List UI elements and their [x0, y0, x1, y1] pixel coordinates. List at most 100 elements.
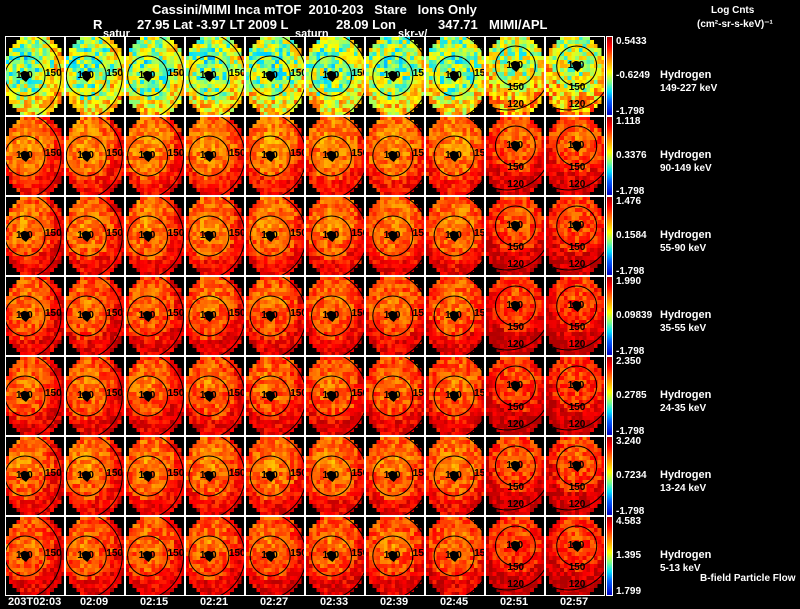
heatmap-cell: 180 150 120 [485, 436, 545, 516]
time-tick-label: 02:51 [500, 596, 529, 608]
heatmap-cell: 180 150 [125, 516, 185, 596]
contour-overlay: 180 150 [188, 436, 245, 516]
heatmap-pixels [5, 116, 65, 196]
pole-marker [142, 391, 153, 402]
pole-marker [81, 231, 92, 242]
contour-label-180: 180 [261, 470, 278, 481]
pole-marker [449, 311, 460, 322]
heatmap-cell: 180 150 120 [545, 516, 605, 596]
contour-overlay: 180 150 [5, 436, 62, 516]
contour-overlay: 180 150 120 [545, 276, 605, 351]
contour-180 [311, 375, 352, 417]
contour-label-180: 180 [445, 390, 462, 401]
contour-overlay: 180 150 [305, 276, 365, 356]
contour-label-120: 120 [507, 339, 524, 350]
contour-label-180: 180 [568, 220, 585, 231]
contour-label-180: 180 [77, 310, 94, 321]
contour-150 [156, 516, 185, 596]
heatmap-pixels [65, 196, 125, 276]
contour-overlay: 180 150 [65, 276, 123, 356]
contour-label-180: 180 [384, 310, 401, 321]
colorbar [606, 36, 613, 116]
contour-label-180: 180 [200, 150, 217, 161]
contour-overlay: 180 150 120 [545, 356, 605, 431]
bfield-legend: B-field Particle Flow [700, 573, 796, 584]
contour-180 [65, 455, 107, 497]
contour-180 [556, 45, 598, 87]
contour-150 [545, 196, 605, 271]
contour-label-150: 150 [168, 228, 185, 239]
colorbar [606, 516, 613, 596]
species-label: Hydrogen [660, 149, 712, 161]
contour-label-150: 150 [290, 228, 305, 239]
contour-label-150: 150 [413, 388, 425, 399]
contour-label-150: 150 [168, 388, 185, 399]
contour-150 [95, 36, 123, 116]
contour-label-150: 150 [290, 388, 305, 399]
contour-180 [494, 205, 536, 247]
contour-label-150: 150 [413, 68, 425, 79]
heatmap-pixels [185, 516, 245, 596]
colorbar-mid-label: -0.6249 [616, 70, 650, 81]
contour-150 [545, 436, 605, 511]
heatmap-cell: 180 150 120 [485, 196, 545, 276]
contour-label-150: 150 [474, 228, 485, 239]
contour-label-120: 120 [569, 339, 586, 350]
contour-180 [249, 535, 291, 577]
contour-label-180: 180 [384, 230, 401, 241]
pole-marker [571, 141, 582, 152]
heatmap-cell: 180 150 [425, 436, 485, 516]
pole-marker [326, 471, 337, 482]
contour-label-180: 180 [384, 70, 401, 81]
contour-label-180: 180 [568, 460, 585, 471]
contour-label-180: 180 [506, 460, 523, 471]
heatmap-cell: 180 150 [125, 356, 185, 436]
contour-overlay: 180 150 [127, 196, 185, 276]
heatmap-pixels [545, 516, 605, 596]
contour-180 [556, 285, 598, 327]
contour-label-150: 150 [507, 402, 524, 413]
contour-180 [372, 215, 414, 257]
contour-180 [127, 215, 169, 257]
contour-overlay: 180 150 [425, 36, 485, 116]
contour-overlay: 180 150 [5, 116, 62, 196]
heatmap-cell: 180 150 [305, 516, 365, 596]
contour-label-150: 150 [352, 468, 366, 479]
contour-label-180: 180 [568, 140, 585, 151]
pole-marker [326, 231, 337, 242]
colorbar-max-label: 1.118 [616, 116, 641, 127]
contour-label-180: 180 [568, 380, 585, 391]
heatmap-pixels [5, 356, 65, 436]
heatmap-pixels [5, 436, 65, 516]
contour-180 [494, 45, 536, 87]
contour-overlay: 180 150 120 [485, 436, 545, 511]
contour-label-180: 180 [16, 470, 33, 481]
contour-label-150: 150 [507, 162, 524, 173]
contour-180 [5, 135, 46, 177]
contour-overlay: 180 150 [365, 196, 425, 276]
contour-150 [34, 356, 62, 436]
pole-marker [81, 71, 92, 82]
contour-150 [34, 436, 62, 516]
contour-label-150: 150 [507, 482, 524, 493]
energy-range-label: 24-35 keV [660, 403, 707, 414]
contour-150 [485, 276, 545, 351]
species-label: Hydrogen [660, 549, 712, 561]
contour-overlay: 180 150 [188, 516, 245, 596]
heatmap-cell: 180 150 [245, 356, 305, 436]
heatmap-cell: 180 150 [185, 36, 245, 116]
heatmap-pixels [65, 356, 125, 436]
contour-label-180: 180 [139, 470, 156, 481]
contour-label-150: 150 [45, 308, 62, 319]
contour-label-180: 180 [323, 390, 340, 401]
contour-label-180: 180 [16, 390, 33, 401]
contour-overlay: 180 150 [65, 436, 123, 516]
pole-marker [81, 471, 92, 482]
pole-marker [571, 381, 582, 392]
contour-overlay: 180 150 [425, 116, 485, 196]
pole-marker [510, 141, 521, 152]
contour-150 [95, 356, 123, 436]
heatmap-cell: 180 150 [5, 276, 65, 356]
pole-marker [203, 311, 214, 322]
heatmap-pixels [485, 356, 545, 436]
